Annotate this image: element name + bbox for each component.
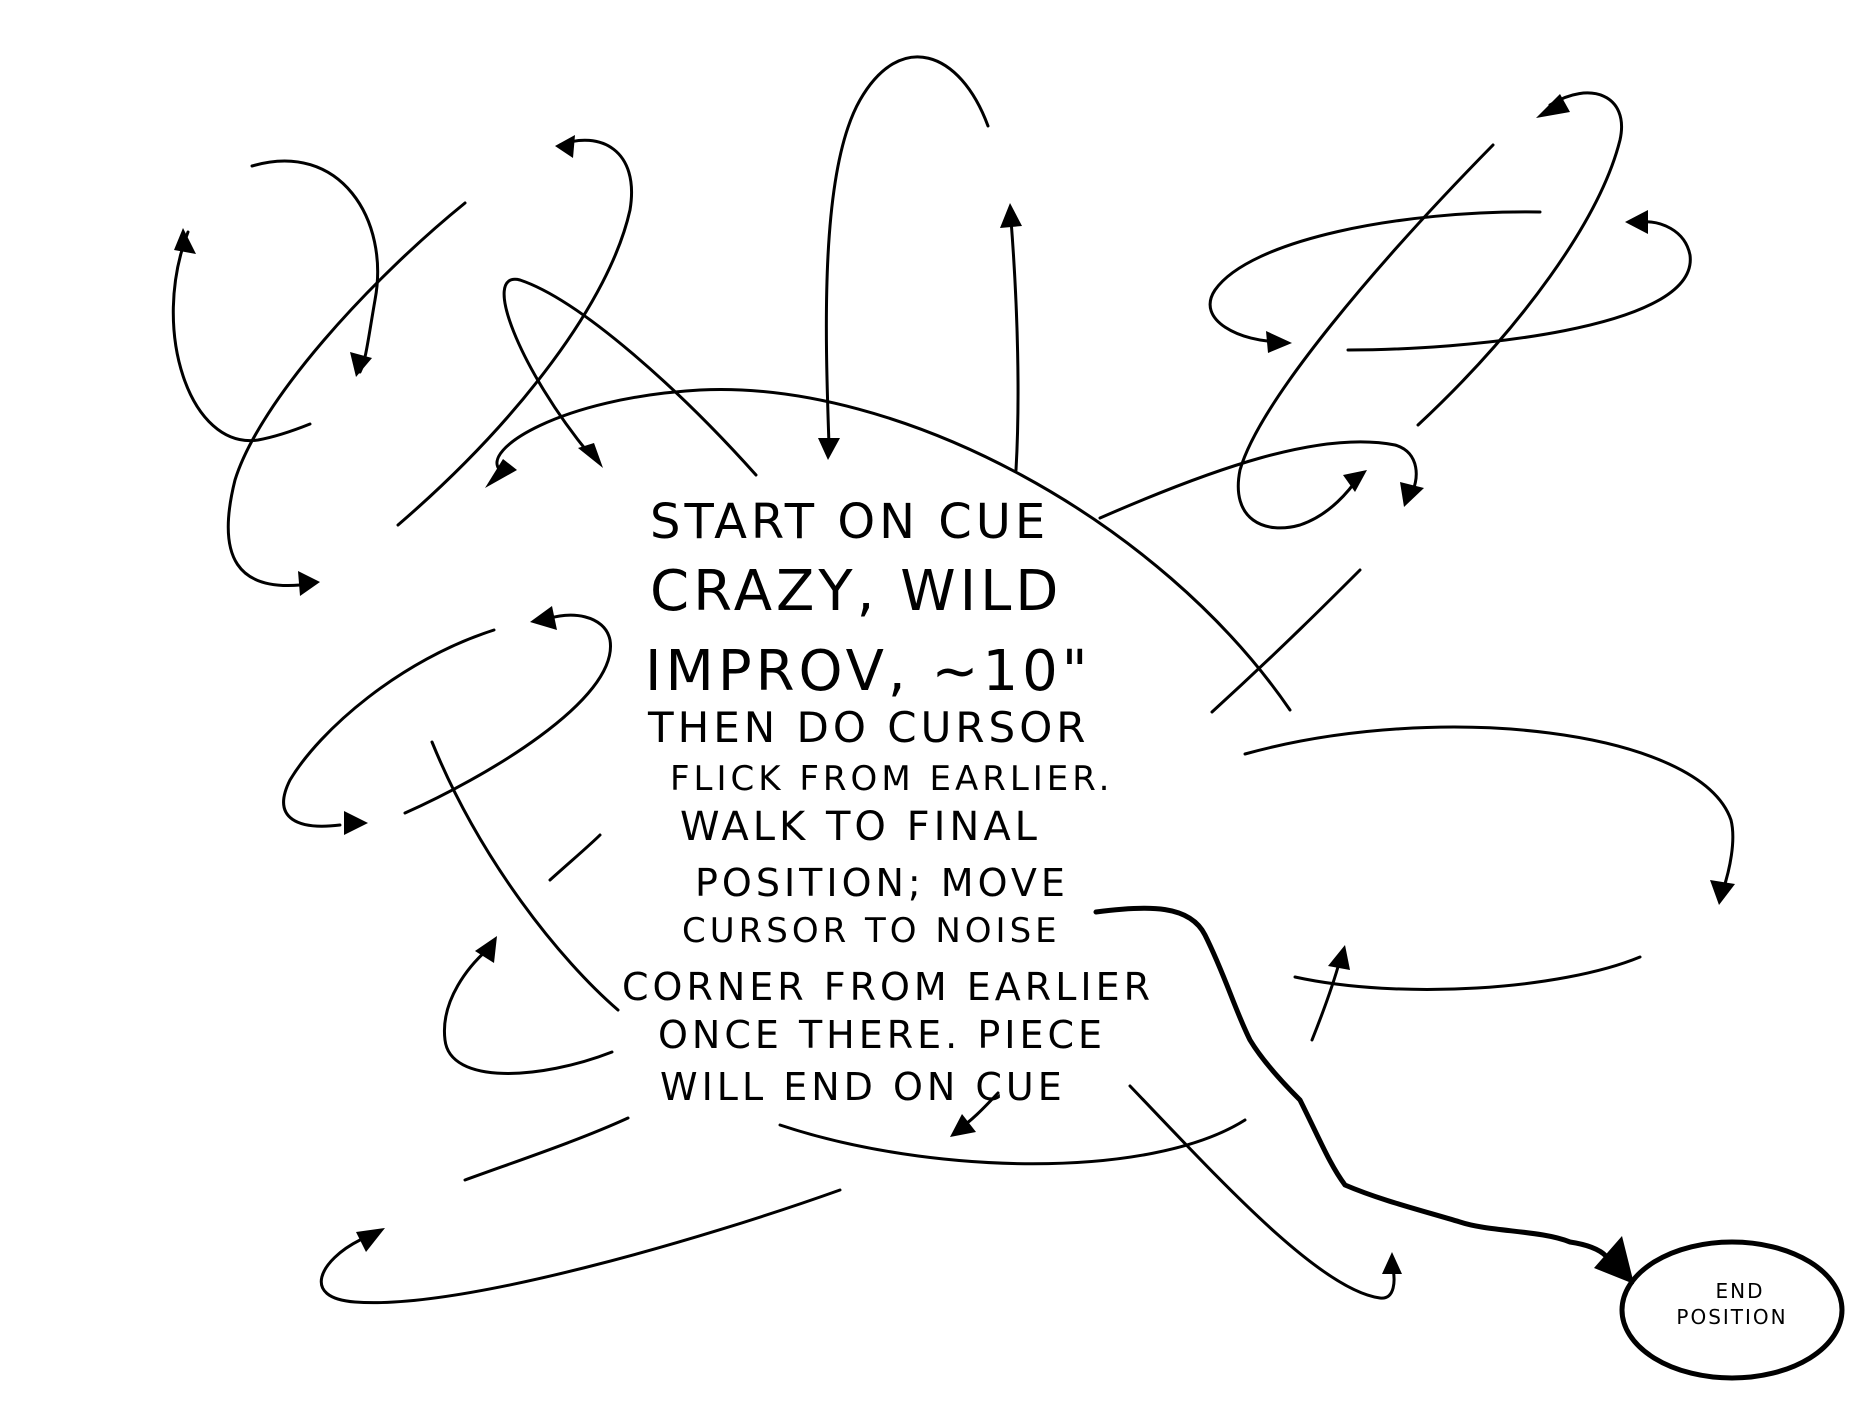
end-position-label-line1: END	[1716, 1279, 1765, 1303]
arrowhead-ur-a	[1343, 470, 1367, 492]
arrowhead-ul-d	[555, 135, 575, 158]
lm-ellipse-back	[403, 613, 612, 815]
arrowhead-right-arc	[1710, 880, 1735, 905]
arrowhead-lm-a	[344, 811, 368, 835]
arrowhead-ur-b	[1536, 94, 1570, 118]
arrowhead-top-left	[818, 438, 840, 460]
arrowhead-ul-a	[350, 352, 372, 377]
arrowhead-ul-c	[298, 571, 320, 596]
ur-ellipse	[1208, 210, 1542, 344]
top-rise-right	[1009, 218, 1020, 472]
mid-right-diagonal	[1210, 568, 1362, 714]
arrowhead-bottom-center	[950, 1114, 976, 1137]
ur-sweep-to-center	[1098, 440, 1418, 520]
arrowhead-uc	[578, 443, 603, 468]
arrowhead-ur-ellipse-left	[1266, 331, 1292, 353]
swirl-upper-left-b	[171, 230, 312, 442]
diagonal-ul-2	[396, 138, 633, 527]
arrowhead-ul-b	[174, 228, 196, 254]
instruction-line-2: CRAZY, WILD	[650, 559, 1062, 624]
instruction-line-9: CORNER FROM EARLIER	[622, 965, 1154, 1009]
instruction-line-1: START ON CUE	[650, 494, 1049, 550]
bottom-dash	[463, 1116, 630, 1182]
top-loop-left	[824, 55, 990, 447]
bottom-right-diagonal	[1128, 1084, 1396, 1300]
right-lower-rise	[1310, 958, 1342, 1042]
lm-lower-loop	[442, 948, 614, 1075]
arrowhead-ur-sweep	[1400, 482, 1424, 507]
arrowhead-right-lower	[1328, 945, 1350, 970]
lm-diagonal	[430, 740, 620, 1012]
arrowhead-bottom-right	[1382, 1252, 1402, 1274]
ur-diagonal-b	[1416, 91, 1623, 427]
swirl-upper-left-a	[250, 159, 380, 374]
instruction-line-11: WILL END ON CUE	[660, 1065, 1066, 1109]
instruction-line-5: FLICK FROM EARLIER.	[670, 759, 1114, 799]
arrowhead-lm-lower	[475, 936, 497, 963]
central-lower-curve	[778, 1118, 1247, 1166]
instruction-line-3: IMPROV, ~10"	[645, 639, 1091, 704]
ur-diagonal-a	[1236, 143, 1495, 530]
instruction-line-10: ONCE THERE. PIECE	[658, 1013, 1106, 1057]
arrowhead-ur-ellipse-right	[1625, 210, 1648, 234]
arrowhead-top-right	[1000, 203, 1022, 228]
instruction-line-8: CURSOR TO NOISE	[682, 911, 1061, 951]
ur-ellipse-right	[1346, 220, 1692, 352]
instruction-text: START ON CUE CRAZY, WILD IMPROV, ~10" TH…	[622, 494, 1154, 1109]
instruction-line-6: WALK TO FINAL	[680, 804, 1041, 850]
central-loop	[495, 388, 1292, 712]
lm-short-dash	[548, 833, 602, 882]
arrowhead-lm-b	[530, 606, 557, 630]
arrowhead-end-position	[1594, 1236, 1634, 1284]
right-lower-arc	[1293, 955, 1642, 991]
instruction-line-4: THEN DO CURSOR	[647, 703, 1089, 752]
arrowhead-central-loop	[485, 459, 517, 488]
diagonal-ul-1	[226, 201, 467, 588]
crossing-upper-center	[502, 277, 758, 477]
end-position-label-line2: POSITION	[1676, 1305, 1787, 1329]
instruction-line-7: POSITION; MOVE	[695, 861, 1069, 905]
arrowhead-bottom-sweep	[356, 1228, 385, 1252]
bottom-sweep	[319, 1188, 842, 1305]
lm-ellipse	[282, 628, 496, 828]
right-arc	[1243, 725, 1735, 895]
path-to-end-position	[1093, 905, 1609, 1259]
end-position-ellipse	[1619, 1239, 1845, 1381]
